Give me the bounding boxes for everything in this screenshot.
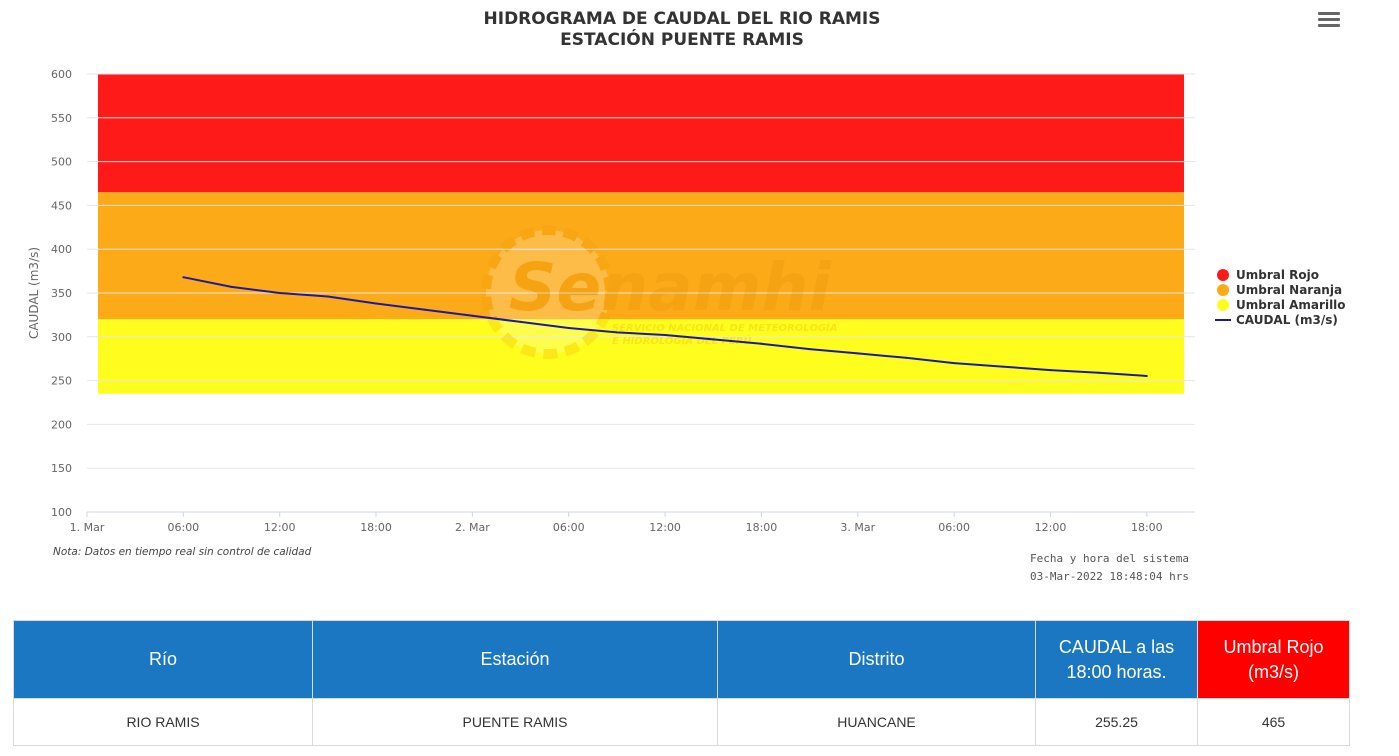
watermark-subtext-1: SERVICIO NACIONAL DE METEOROLOGÍA <box>612 321 838 334</box>
x-tick-label: 18:00 <box>1131 521 1163 534</box>
y-axis-label: CAUDAL (m3/s) <box>27 247 41 339</box>
x-tick-label: 12:00 <box>264 521 296 534</box>
station-summary-table: Río Estación Distrito CAUDAL a las 18:00 … <box>13 620 1350 746</box>
header-distrito-label: Distrito <box>848 649 905 669</box>
threshold-bands <box>98 74 1184 394</box>
table-row: RIO RAMIS PUENTE RAMIS HUANCANE 255.25 4… <box>13 698 1350 746</box>
series-point <box>615 331 618 334</box>
x-tick-label: 06:00 <box>938 521 970 534</box>
y-tick-label: 150 <box>51 462 72 475</box>
series-point <box>375 302 378 305</box>
series-point <box>519 320 522 323</box>
band-umbral-naranja <box>98 192 1184 320</box>
menu-icon-bar <box>1318 18 1340 21</box>
y-tick-label: 450 <box>51 199 72 212</box>
header-umbral-rojo: Umbral Rojo (m3/s) <box>1197 620 1350 699</box>
series-point <box>1049 369 1052 372</box>
series-point <box>664 334 667 337</box>
y-tick-label: 400 <box>51 243 72 256</box>
series-point <box>278 292 281 294</box>
legend-label: CAUDAL (m3/s) <box>1236 313 1338 327</box>
y-axis-ticks: 100 150 200 250 300 350 400 450 500 550 600 <box>51 68 72 519</box>
series-point <box>760 342 763 345</box>
cell-rio: RIO RAMIS <box>13 698 313 746</box>
menu-icon-bar <box>1318 24 1340 27</box>
chart-title: HIDROGRAMA DE CAUDAL DEL RIO RAMIS <box>484 9 881 29</box>
y-tick-label: 200 <box>51 418 72 431</box>
y-tick-label: 300 <box>51 331 72 344</box>
table-header-row: Río Estación Distrito CAUDAL a las 18:00 … <box>13 620 1350 699</box>
cell-distrito: HUANCANE <box>717 698 1036 746</box>
series-point <box>230 285 233 288</box>
y-tick-label: 500 <box>51 156 72 169</box>
x-axis-ticks: 1. Mar 06:00 12:00 18:00 2. Mar 06:00 12:00 18:… <box>70 512 1163 534</box>
series-layer <box>182 276 1148 378</box>
menu-icon-bar <box>1318 12 1340 15</box>
header-caudal: CAUDAL a las 18:00 horas. <box>1035 620 1198 699</box>
legend-marker <box>1217 284 1229 296</box>
x-tick-label: 06:00 <box>553 521 585 534</box>
system-time-value: 03-Mar-2022 18:48:04 hrs <box>1030 570 1189 583</box>
chart-subtitle: ESTACIÓN PUENTE RAMIS <box>560 28 804 50</box>
x-tick-label: 18:00 <box>746 521 778 534</box>
x-tick-label: 3. Mar <box>840 521 875 534</box>
series-point <box>182 276 185 279</box>
legend-item[interactable]: Umbral Naranja <box>1217 283 1342 297</box>
band-umbral-rojo <box>98 74 1184 193</box>
cell-estacion: PUENTE RAMIS <box>312 698 718 746</box>
cell-umbral-rojo: 465 <box>1197 698 1350 746</box>
hydrograph-chart: HIDROGRAMA DE CAUDAL DEL RIO RAMIS ESTAC… <box>27 9 1346 583</box>
series-point <box>856 352 859 355</box>
legend-label: Umbral Rojo <box>1236 268 1319 282</box>
header-rio: Río <box>13 620 313 699</box>
legend-marker <box>1217 299 1229 311</box>
y-tick-label: 100 <box>51 506 72 519</box>
series-point <box>326 295 329 298</box>
header-estacion: Estación <box>312 620 718 699</box>
header-umbral-line2: (m3/s) <box>1248 661 1299 682</box>
cell-caudal: 255.25 <box>1035 698 1198 746</box>
x-tick-label: 12:00 <box>1035 521 1067 534</box>
series-point <box>1001 365 1004 368</box>
legend-item[interactable]: Umbral Rojo <box>1217 268 1319 282</box>
x-tick-label: 18:00 <box>360 521 392 534</box>
header-caudal-line2: 18:00 horas. <box>1066 661 1167 682</box>
header-umbral-line1: Umbral Rojo <box>1223 636 1324 657</box>
x-tick-label: 1. Mar <box>70 521 105 534</box>
series-point <box>808 348 811 351</box>
series-point <box>1097 371 1100 374</box>
x-tick-label: 2. Mar <box>455 521 490 534</box>
legend-item[interactable]: CAUDAL (m3/s) <box>1215 313 1338 327</box>
senamhi-watermark-logo: Senamhi SERVICIO NACIONAL DE METEOROLOGÍ… <box>481 225 838 359</box>
system-time-label: Fecha y hora del sistema <box>1030 552 1189 565</box>
y-tick-label: 350 <box>51 287 72 300</box>
header-estacion-label: Estación <box>480 649 550 669</box>
quality-note: Nota: Datos en tiempo real sin control d… <box>53 546 312 558</box>
header-caudal-line1: CAUDAL a las <box>1058 636 1175 657</box>
series-point <box>712 338 715 341</box>
watermark-text: Senamhi <box>509 249 833 326</box>
y-tick-label: 250 <box>51 375 72 388</box>
watermark-subtext-2: E HIDROLOGÍA DEL PERÚ <box>612 334 752 347</box>
x-tick-label: 12:00 <box>649 521 681 534</box>
gridlines <box>87 73 1195 513</box>
series-point <box>904 356 907 359</box>
chart-menu-button[interactable] <box>1318 12 1340 32</box>
legend-label: Umbral Amarillo <box>1236 298 1346 312</box>
series-point <box>423 308 426 311</box>
header-rio-label: Río <box>148 649 177 669</box>
band-umbral-amarillo <box>98 319 1184 394</box>
y-tick-label: 550 <box>51 112 72 125</box>
y-tick-label: 600 <box>51 68 72 81</box>
series-point <box>471 314 474 317</box>
x-tick-label: 06:00 <box>167 521 199 534</box>
legend-item[interactable]: Umbral Amarillo <box>1217 298 1346 312</box>
legend-label: Umbral Naranja <box>1236 283 1342 297</box>
legend-marker <box>1217 269 1229 281</box>
series-point <box>953 362 956 365</box>
series-point <box>567 327 570 330</box>
series-point <box>1145 375 1148 378</box>
header-distrito: Distrito <box>717 620 1036 699</box>
